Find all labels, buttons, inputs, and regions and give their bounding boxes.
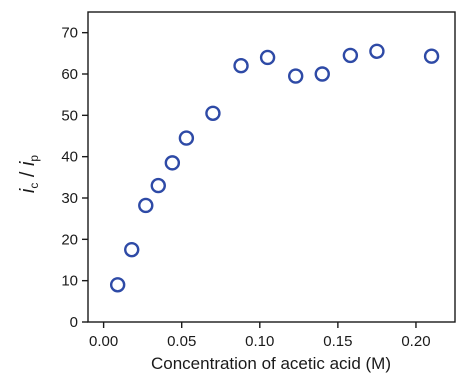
x-tick-label: 0.05: [167, 333, 196, 350]
y-tick-label: 0: [70, 314, 78, 331]
data-point: [109, 277, 126, 293]
data-point: [150, 177, 166, 194]
data-point: [288, 68, 304, 84]
y-axis-title-i-c: i: [17, 188, 39, 193]
data-point: [423, 48, 440, 64]
y-axis-title-sub-p: p: [27, 155, 41, 162]
y-tick-label: 40: [61, 149, 78, 166]
y-axis-title-i-p: i: [17, 161, 39, 166]
data-point: [342, 47, 359, 64]
y-tick-label: 30: [61, 190, 78, 207]
axes: 0 10 20 30 40 50 60 70 0.00 0.05 0.10 0.15 0.20: [61, 11, 456, 350]
y-axis-title-sub-c: c: [27, 183, 41, 189]
data-point: [178, 130, 195, 146]
x-tick-label: 0.20: [401, 333, 430, 350]
y-tick-label: 10: [61, 273, 78, 290]
y-tick-label: 20: [61, 231, 78, 248]
data-points: [109, 43, 440, 293]
data-point: [138, 197, 154, 214]
data-point: [233, 58, 249, 74]
data-point: [259, 49, 276, 66]
y-axis-title-slash: /: [17, 166, 39, 183]
y-tick-label: 50: [61, 107, 78, 124]
data-point: [164, 155, 181, 171]
plot-frame: [87, 11, 456, 323]
y-axis-title: ic / ip: [17, 155, 41, 194]
data-point: [369, 43, 385, 59]
data-point: [314, 66, 330, 82]
data-point: [124, 241, 140, 258]
x-tick-label: 0.00: [89, 333, 118, 350]
x-axis-title: Concentration of acetic acid (M): [151, 354, 391, 373]
y-tick-label: 70: [61, 25, 78, 42]
x-tick-label: 0.15: [323, 333, 352, 350]
data-point: [205, 105, 221, 121]
y-tick-label: 60: [61, 66, 78, 83]
x-tick-label: 0.10: [245, 333, 274, 350]
axis-labels: Concentration of acetic acid (M) ic / ip: [17, 155, 391, 373]
